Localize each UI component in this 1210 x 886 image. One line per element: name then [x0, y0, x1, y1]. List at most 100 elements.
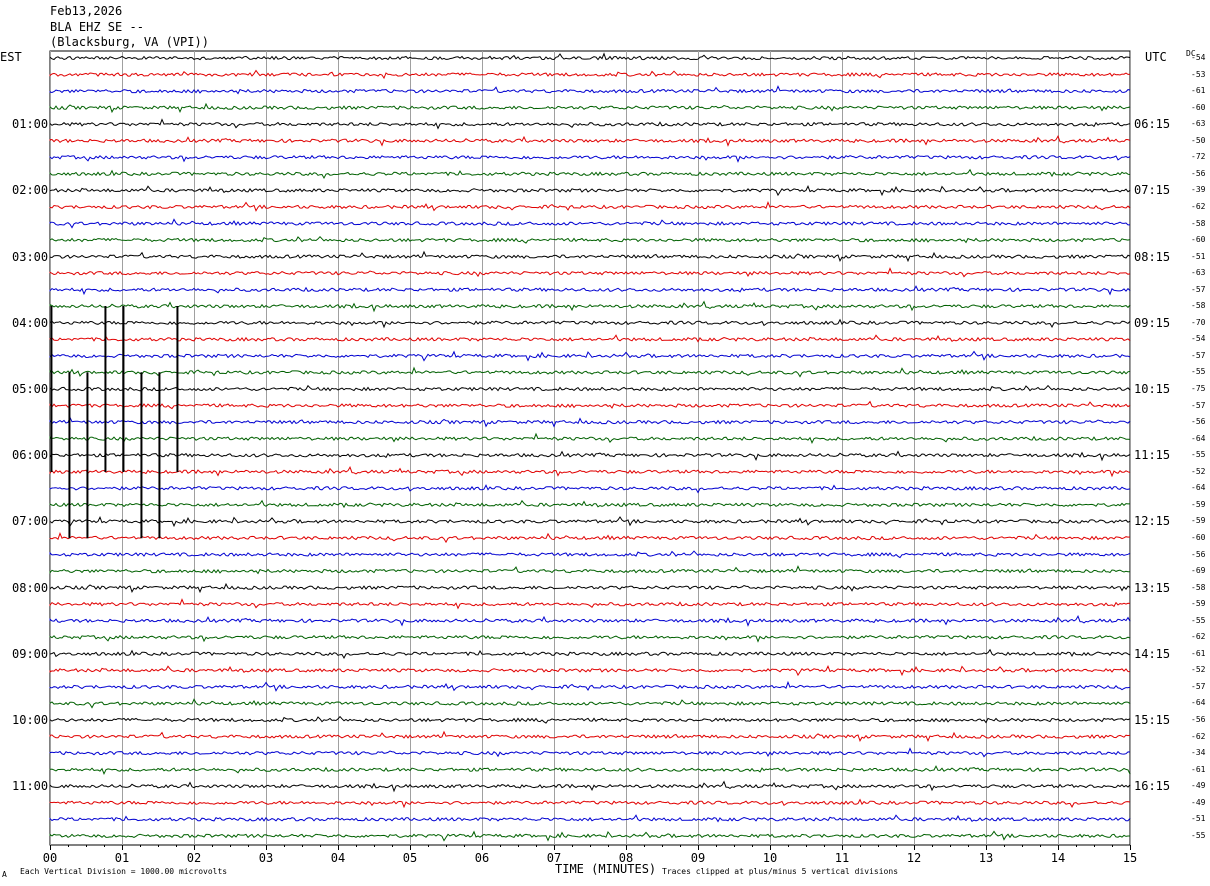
trace-row-32: [49, 582, 1131, 594]
dc-offset-label: -39: [1191, 185, 1206, 195]
dc-offset-label: -56: [1191, 549, 1206, 559]
trace-row-29: [49, 531, 1131, 544]
right-hour-label: 13:15: [1134, 580, 1171, 595]
right-hour-label: 14:15: [1134, 646, 1171, 661]
dc-offset-label: -64: [1191, 483, 1206, 493]
left-hour-label: 03:00: [12, 249, 49, 264]
x-tick-label: 12: [906, 851, 922, 865]
dc-offset-label: -57: [1191, 400, 1206, 410]
trace-row-8: [49, 185, 1131, 197]
left-hour-label: 08:00: [12, 580, 49, 595]
left-hour-label: 02:00: [12, 183, 49, 198]
trace-row-0: [49, 52, 1131, 61]
trace-row-19: [49, 366, 1131, 378]
footer-scale-note: Each Vertical Division = 1000.00 microvo…: [20, 867, 228, 876]
trace-row-2: [49, 85, 1131, 95]
dc-offset-label: -62: [1191, 632, 1206, 642]
x-tick-label: 00: [42, 851, 58, 865]
dc-offset-label: -61: [1191, 86, 1206, 96]
dc-offset-label: -62: [1191, 731, 1206, 741]
right-hour-label: 09:15: [1134, 315, 1171, 330]
trace-row-9: [49, 200, 1131, 212]
dc-offset-label: -69: [1191, 566, 1206, 576]
dc-offset-label: -60: [1191, 532, 1206, 542]
right-hour-label: 07:15: [1134, 183, 1171, 198]
trace-row-25: [49, 466, 1131, 478]
right-hour-label: 12:15: [1134, 514, 1171, 529]
dc-offset-label: -58: [1191, 218, 1206, 228]
footer-clip-note: Traces clipped at plus/minus 5 vertical …: [662, 867, 899, 876]
right-hour-label: 06:15: [1134, 117, 1171, 132]
left-hour-label: 07:00: [12, 514, 49, 529]
left-hour-label: 06:00: [12, 448, 49, 463]
trace-row-45: [49, 798, 1131, 809]
trace-row-4: [49, 118, 1131, 130]
trace-row-47: [49, 830, 1130, 842]
trace-row-16: [49, 318, 1131, 329]
x-tick-label: 06: [474, 851, 490, 865]
header-location: (Blacksburg, VA (VPI)): [50, 35, 209, 49]
dc-offset-label: -61: [1191, 648, 1206, 658]
trace-row-39: [49, 698, 1131, 709]
trace-row-13: [49, 267, 1131, 278]
dc-offset-label: -54: [1191, 334, 1206, 344]
left-hour-label: 01:00: [12, 117, 49, 132]
x-tick-label: 02: [186, 851, 202, 865]
dc-offset-label: -52: [1191, 466, 1206, 476]
x-tick-label: 01: [114, 851, 130, 865]
right-hour-label: 11:15: [1134, 448, 1171, 463]
trace-row-24: [49, 450, 1131, 462]
trace-row-12: [49, 250, 1131, 263]
x-tick-label: 05: [402, 851, 418, 865]
trace-row-14: [49, 285, 1131, 296]
left-hour-label: 09:00: [12, 646, 49, 661]
trace-row-37: [49, 665, 1131, 677]
trace-row-1: [49, 69, 1131, 80]
x-tick-label: 11: [834, 851, 850, 865]
dc-offset-label: -55: [1191, 367, 1206, 377]
x-tick-label: 07: [546, 851, 562, 865]
x-tick-label: 04: [330, 851, 346, 865]
right-hour-label: 15:15: [1134, 713, 1171, 727]
dc-offset-label: -55: [1191, 450, 1206, 460]
x-tick-label: 10: [762, 851, 778, 865]
dc-offset-label: -57: [1191, 681, 1206, 691]
left-hour-label: 10:00: [12, 713, 49, 727]
dc-offset-label: -55: [1191, 615, 1206, 625]
dc-offset-label: -75: [1191, 384, 1206, 393]
trace-row-35: [49, 634, 1131, 643]
dc-offset-label: -63: [1191, 268, 1206, 278]
left-hour-label: 05:00: [12, 382, 49, 396]
dc-offset-label: -50: [1191, 135, 1206, 145]
dc-offset-label: -61: [1191, 764, 1206, 774]
trace-row-21: [49, 400, 1131, 410]
header-station: BLA EHZ SE --: [50, 20, 144, 34]
dc-offset-label: -54: [1191, 53, 1206, 62]
trace-row-36: [49, 648, 1131, 660]
plot-frame: [49, 50, 1131, 846]
dc-offset-label: -49: [1191, 781, 1206, 791]
dc-offset-label: -52: [1191, 665, 1206, 675]
left-timezone-label: EST: [0, 50, 22, 64]
right-hour-label: 08:15: [1134, 249, 1171, 264]
trace-row-20: [49, 384, 1131, 392]
dc-offset-label: -58: [1191, 301, 1206, 311]
dc-offset-label: -64: [1191, 698, 1206, 708]
trace-row-31: [49, 565, 1131, 575]
trace-row-38: [49, 680, 1131, 692]
trace-row-17: [49, 334, 1131, 343]
dc-offset-label: -51: [1191, 814, 1206, 824]
trace-row-27: [49, 499, 1130, 509]
dc-offset-label: -49: [1191, 797, 1206, 807]
trace-row-41: [49, 730, 1131, 743]
dc-offset-label: -53: [1191, 69, 1206, 79]
dc-offset-label: -57: [1191, 284, 1206, 294]
trace-row-6: [49, 154, 1131, 163]
trace-row-23: [49, 432, 1131, 445]
dc-offset-label: -57: [1191, 350, 1206, 360]
trace-row-33: [49, 598, 1131, 610]
trace-row-3: [49, 102, 1131, 114]
dc-offset-label: -70: [1191, 317, 1206, 327]
dc-offset-label: -59: [1191, 499, 1206, 509]
dc-offset-label: -56: [1191, 417, 1206, 427]
